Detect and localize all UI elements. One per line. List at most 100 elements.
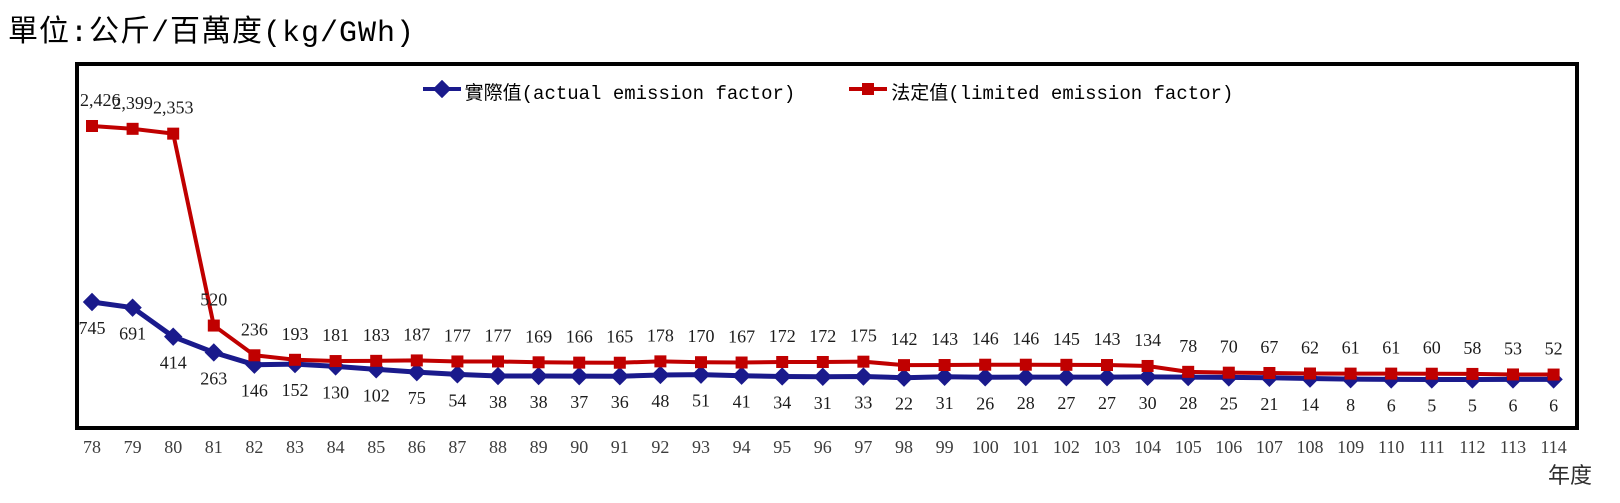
limited-series-marker	[613, 356, 626, 369]
data-label: 61	[1382, 338, 1400, 358]
data-label: 31	[936, 393, 954, 413]
data-label: 177	[444, 325, 471, 345]
limited-series-marker	[1141, 359, 1154, 372]
data-label: 166	[566, 327, 593, 347]
legend-item-actual: 實際值(actual emission factor)	[421, 78, 796, 105]
data-label: 28	[1179, 393, 1197, 413]
x-tick-label: 90	[570, 437, 588, 457]
limited-series-marker	[695, 356, 707, 369]
data-label: 34	[773, 392, 791, 412]
limited-series-marker	[1385, 367, 1398, 380]
actual-series-marker	[894, 368, 914, 387]
data-label: 61	[1342, 338, 1360, 358]
data-label: 33	[854, 393, 872, 413]
limited-series-marker	[1060, 358, 1073, 371]
limited-series-marker	[492, 355, 504, 368]
limited-series-marker	[898, 359, 910, 372]
data-label: 2,353	[153, 98, 194, 118]
data-label: 142	[891, 329, 918, 349]
x-tick-label: 103	[1094, 437, 1121, 457]
limited-series-marker	[248, 349, 261, 362]
data-label: 745	[79, 318, 106, 338]
actual-series-marker	[773, 367, 792, 386]
data-label: 178	[647, 325, 674, 345]
data-label: 146	[972, 329, 999, 349]
data-label: 26	[976, 393, 994, 413]
limited-series-marker	[370, 354, 383, 367]
x-tick-label: 98	[895, 437, 913, 457]
x-tick-label: 89	[530, 437, 548, 457]
data-label: 28	[1017, 393, 1035, 413]
limited-legend-glyph	[849, 82, 888, 95]
actual-legend-glyph	[422, 79, 461, 98]
actual-series-marker	[976, 368, 995, 387]
data-label: 143	[1094, 329, 1121, 349]
data-label: 52	[1545, 339, 1563, 359]
x-tick-label: 104	[1134, 437, 1161, 457]
limited-series-marker	[451, 355, 464, 368]
x-tick-label: 87	[448, 437, 466, 457]
limited-series-marker	[1547, 368, 1560, 381]
actual-series-marker	[1057, 367, 1076, 387]
data-label: 38	[530, 392, 548, 412]
actual-series-marker	[488, 366, 508, 386]
limited-series-marker	[776, 355, 789, 368]
limited-series-marker	[1263, 366, 1276, 379]
x-tick-label: 111	[1419, 437, 1445, 457]
legend-marker-shape	[862, 82, 875, 95]
limited-series-marker	[1507, 368, 1519, 381]
x-tick-label: 110	[1378, 437, 1404, 457]
data-label: 53	[1504, 338, 1522, 358]
x-tick-label: 99	[936, 437, 954, 457]
actual-series-marker	[651, 365, 670, 385]
data-label: 14	[1301, 395, 1319, 415]
x-tick-label: 92	[651, 437, 669, 457]
actual-series-marker	[1097, 367, 1117, 387]
actual-series-marker	[732, 366, 751, 385]
limited-series-legend-marker-icon	[847, 80, 889, 104]
data-label: 48	[651, 391, 669, 411]
x-tick-label: 79	[124, 437, 142, 457]
x-tick-label: 112	[1459, 437, 1485, 457]
data-label: 263	[200, 368, 227, 388]
limited-series-marker	[410, 354, 423, 367]
actual-series-legend-marker-icon	[421, 79, 463, 104]
data-label: 5	[1427, 395, 1436, 415]
data-label: 31	[814, 393, 832, 413]
data-label: 6	[1549, 395, 1558, 415]
x-tick-label: 83	[286, 437, 304, 457]
data-label: 22	[895, 394, 913, 414]
data-label: 165	[606, 327, 633, 347]
limited-series-marker	[857, 355, 870, 368]
data-label: 60	[1423, 338, 1441, 358]
data-label: 130	[322, 382, 349, 402]
actual-series-marker	[610, 367, 629, 386]
actual-series-marker	[123, 298, 142, 317]
limited-series-marker	[573, 356, 586, 369]
data-label: 38	[489, 392, 507, 412]
x-tick-label: 108	[1297, 437, 1324, 457]
limited-series-marker	[1019, 358, 1032, 371]
x-tick-label: 101	[1012, 437, 1039, 457]
chart-frame: 實際值(actual emission factor) 法定值(limited …	[75, 62, 1579, 430]
data-label: 177	[485, 325, 512, 345]
x-tick-label: 95	[773, 437, 791, 457]
data-label: 236	[241, 319, 268, 339]
x-tick-label: 100	[972, 437, 999, 457]
actual-series-marker	[448, 365, 467, 384]
data-label: 67	[1260, 337, 1278, 357]
limited-series-marker	[654, 355, 667, 368]
data-label: 21	[1260, 394, 1278, 414]
limited-series-marker	[532, 356, 545, 369]
data-label: 170	[688, 326, 715, 346]
limited-series-marker	[1222, 366, 1235, 379]
data-label: 51	[692, 391, 710, 411]
actual-series-marker	[1138, 367, 1157, 387]
data-label: 6	[1387, 395, 1396, 415]
legend-label-actual: 實際值(actual emission factor)	[464, 83, 796, 105]
actual-series-marker	[164, 327, 183, 346]
x-tick-label: 78	[83, 437, 101, 457]
data-label: 2,399	[112, 93, 153, 113]
x-tick-label: 105	[1175, 437, 1202, 457]
x-tick-label: 94	[733, 437, 751, 457]
